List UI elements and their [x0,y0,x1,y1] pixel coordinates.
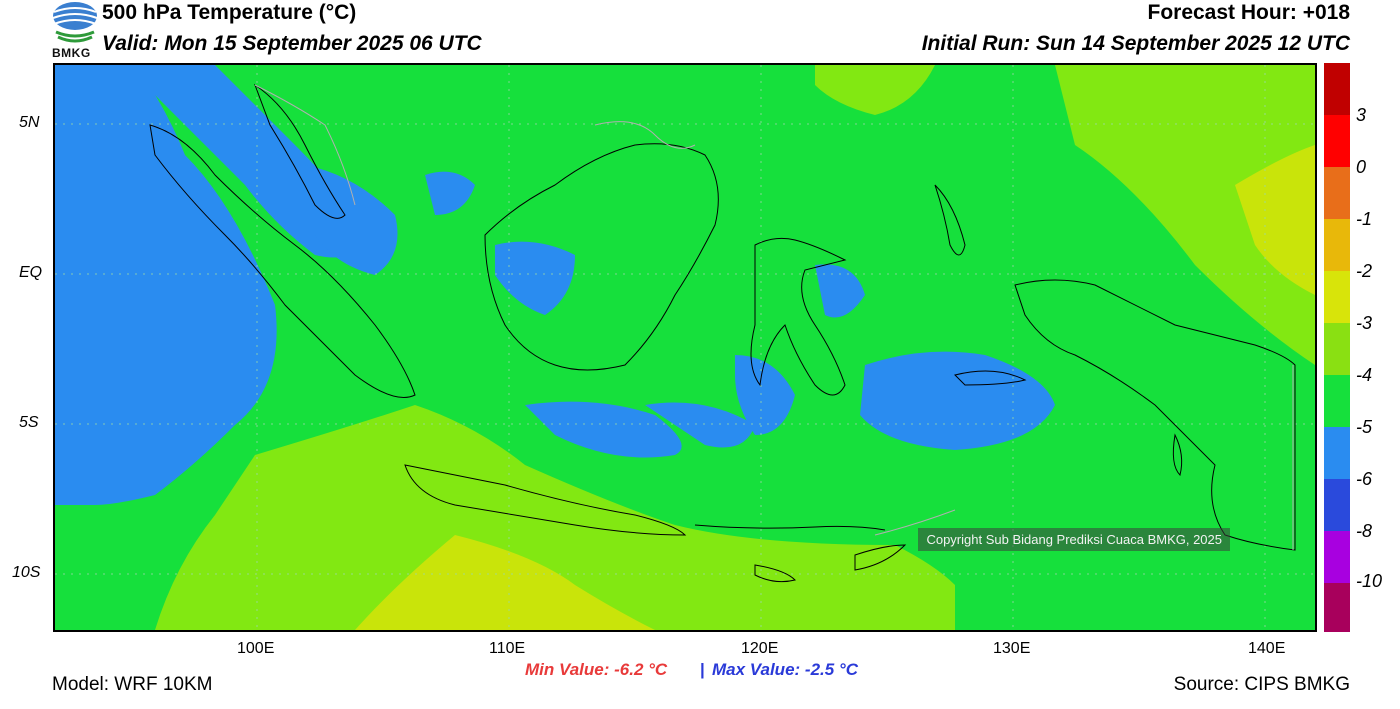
colorbar-label: -2 [1356,261,1373,281]
lon-label-140e: 140E [1248,640,1286,657]
blue-region-malacca [305,165,398,275]
stats-separator: | [700,660,705,679]
colorbar-segment [1324,115,1350,167]
blue-region-west [55,65,277,505]
lon-label-100e: 100E [237,640,275,657]
lat-label-5s: 5S [19,414,39,431]
grid-lines [55,65,1315,630]
source-label: Source: CIPS BMKG [1173,674,1350,695]
copyright-notice: Copyright Sub Bidang Prediksi Cuaca BMKG… [918,528,1230,551]
forecast-hour: Forecast Hour: +018 [1147,1,1351,24]
colorbar-label: -3 [1356,313,1373,333]
colorbar-segment [1324,583,1350,632]
lon-label-110e: 110E [489,640,526,657]
blue-patch [735,355,795,435]
colorbar-label: -8 [1356,521,1373,541]
lon-label-120e: 120E [741,640,779,657]
lightgreen-region-northeast [1055,65,1315,365]
lat-label-eq: EQ [19,264,43,281]
lightgreen-patch [815,65,935,115]
model-label: Model: WRF 10KM [52,674,213,695]
country-borders [254,84,1294,550]
colorbar-label: -5 [1356,417,1373,437]
colorbar-segment [1324,531,1350,583]
colorbar-label: -4 [1356,365,1373,385]
blue-patch [425,171,475,215]
colorbar-label: -10 [1356,571,1383,591]
blue-region-java-sea [525,401,682,458]
yellowgreen-region-south [355,535,655,630]
colorbar-label: -6 [1356,469,1373,489]
logo-text: BMKG [52,46,91,60]
max-value: Max Value: -2.5 °C [712,660,858,679]
colorbar [1324,63,1350,632]
blue-patch [815,264,865,318]
bmkg-logo [50,0,100,62]
valid-time: Valid: Mon 15 September 2025 06 UTC [102,32,482,55]
coastlines [149,83,1296,583]
colorbar-segment [1324,427,1350,479]
initial-run: Initial Run: Sun 14 September 2025 12 UT… [921,32,1350,55]
colorbar-label: -1 [1356,209,1373,229]
temperature-map: Copyright Sub Bidang Prediksi Cuaca BMKG… [53,63,1317,632]
lat-label-5n: 5N [19,114,40,131]
lon-label-130e: 130E [993,640,1031,657]
colorbar-segment [1324,63,1350,115]
lat-label-10s: 10S [12,564,41,581]
chart-title: 500 hPa Temperature (°C) [102,1,357,24]
blue-region-borneo [495,241,575,315]
blue-region-banda-sea [860,351,1055,450]
min-value: Min Value: -6.2 °C [525,660,668,679]
colorbar-segment [1324,375,1350,427]
colorbar-label: 3 [1356,105,1367,125]
colorbar-segment [1324,323,1350,375]
colorbar-label: 0 [1356,157,1367,177]
colorbar-segment [1324,219,1350,271]
colorbar-segment [1324,479,1350,531]
colorbar-segment [1324,167,1350,219]
blue-patch [645,402,755,448]
colorbar-segment [1324,271,1350,323]
yellowgreen-region-northeast [1235,145,1315,295]
